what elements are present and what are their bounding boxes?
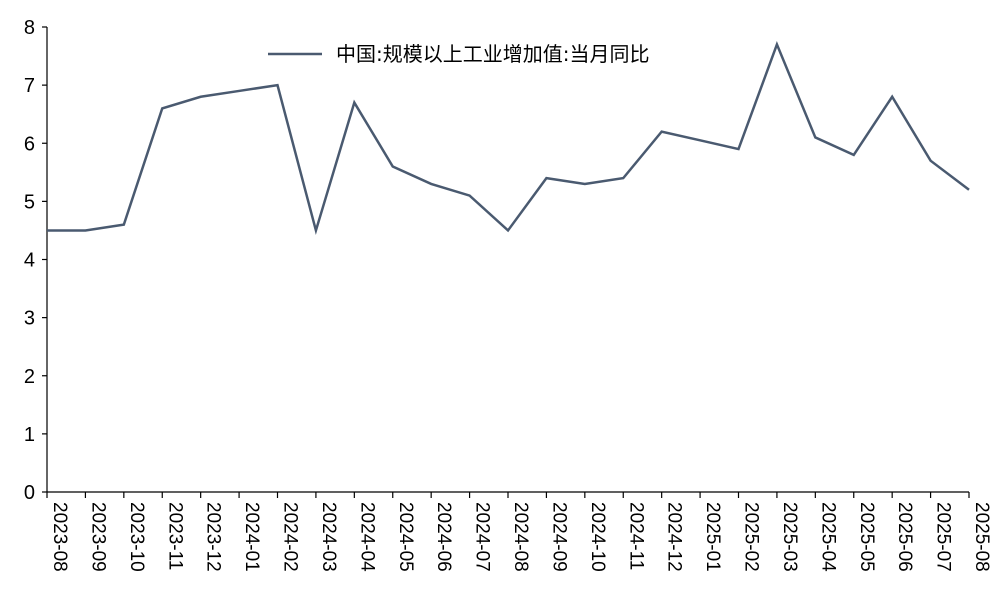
x-tick-label: 2024-12 bbox=[664, 502, 685, 572]
x-tick-label: 2023-08 bbox=[49, 502, 70, 572]
y-tick-label: 1 bbox=[24, 424, 35, 446]
x-tick-label: 2024-01 bbox=[241, 502, 262, 572]
x-tick-label: 2025-04 bbox=[817, 502, 838, 572]
y-tick-label: 7 bbox=[24, 75, 35, 97]
x-tick-label: 2025-07 bbox=[933, 502, 954, 572]
x-tick-label: 2025-03 bbox=[779, 502, 800, 572]
x-tick-label: 2024-05 bbox=[395, 502, 416, 572]
y-tick-label: 0 bbox=[24, 482, 35, 504]
x-tick-label: 2024-10 bbox=[587, 502, 608, 572]
x-tick-label: 2024-08 bbox=[510, 502, 531, 572]
x-tick-label: 2024-02 bbox=[280, 502, 301, 572]
x-tick-label: 2025-02 bbox=[741, 502, 762, 572]
x-tick-label: 2024-07 bbox=[472, 502, 493, 572]
legend-label: 中国:规模以上工业增加值:当月同比 bbox=[336, 42, 649, 66]
x-ticks: 2023-08 2023-09 2023-10 2023-11 2023-12 2024-… bbox=[46, 492, 992, 572]
x-tick-label: 2025-05 bbox=[856, 502, 877, 572]
x-tick-label: 2025-08 bbox=[971, 502, 992, 572]
x-tick-label: 2025-01 bbox=[702, 502, 723, 572]
x-tick-label: 2024-09 bbox=[548, 502, 569, 572]
y-ticks: 0 1 2 3 4 5 6 7 8 bbox=[24, 17, 47, 504]
x-tick-label: 2024-06 bbox=[433, 502, 454, 572]
axes bbox=[46, 27, 969, 493]
series-group bbox=[46, 41, 970, 236]
x-tick-label: 2025-06 bbox=[894, 502, 915, 572]
y-tick-label: 5 bbox=[24, 191, 35, 213]
x-tick-label: 2023-12 bbox=[203, 502, 224, 572]
y-tick-label: 3 bbox=[24, 308, 35, 330]
y-tick-label: 8 bbox=[24, 17, 35, 39]
x-tick-label: 2023-11 bbox=[164, 502, 185, 570]
x-tick-label: 2023-10 bbox=[126, 502, 147, 572]
x-tick-label: 2024-11 bbox=[625, 502, 646, 570]
series-line bbox=[47, 41, 970, 236]
y-tick-label: 6 bbox=[24, 133, 35, 155]
legend: 中国:规模以上工业增加值:当月同比 bbox=[268, 42, 649, 66]
x-tick-label: 2024-04 bbox=[356, 502, 377, 572]
x-tick-label: 2024-03 bbox=[318, 502, 339, 572]
y-tick-label: 4 bbox=[24, 250, 35, 272]
y-tick-label: 2 bbox=[24, 366, 35, 388]
x-tick-label: 2023-09 bbox=[87, 502, 108, 572]
